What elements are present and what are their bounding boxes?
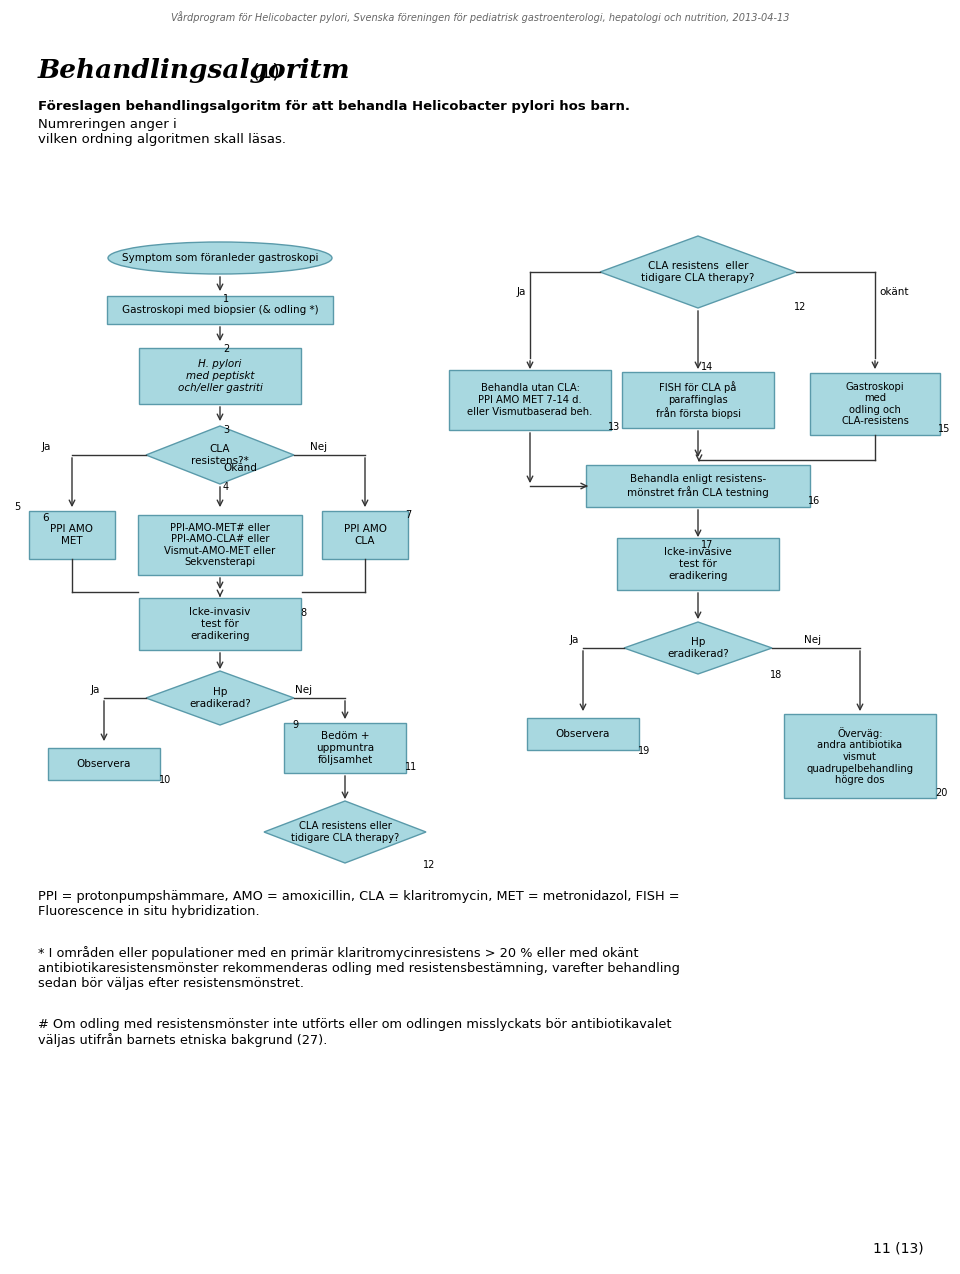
Text: Hp
eradikerad?: Hp eradikerad? — [667, 637, 729, 659]
Text: Överväg:
andra antibiotika
vismut
quadrupelbehandling
högre dos: Överväg: andra antibiotika vismut quadru… — [806, 727, 914, 785]
Text: Symptom som föranleder gastroskopi: Symptom som föranleder gastroskopi — [122, 254, 319, 262]
Text: Bedöm +
uppmuntra
följsamhet: Bedöm + uppmuntra följsamhet — [316, 731, 374, 764]
Text: * I områden eller populationer med en primär klaritromycinresistens > 20 % eller: * I områden eller populationer med en pr… — [38, 947, 680, 990]
Text: Ja: Ja — [516, 287, 526, 297]
Text: 12: 12 — [794, 302, 806, 312]
Polygon shape — [264, 801, 426, 862]
FancyBboxPatch shape — [138, 515, 302, 575]
Text: CLA
resistens?*: CLA resistens?* — [191, 445, 249, 466]
Text: 10: 10 — [159, 775, 171, 785]
Text: Hp
eradikerad?: Hp eradikerad? — [189, 687, 251, 708]
Text: 17: 17 — [701, 540, 713, 550]
FancyBboxPatch shape — [622, 372, 774, 428]
FancyBboxPatch shape — [449, 369, 611, 431]
Text: Nej: Nej — [804, 634, 821, 645]
Text: Observera: Observera — [556, 729, 611, 739]
FancyBboxPatch shape — [527, 719, 639, 750]
Polygon shape — [624, 622, 772, 674]
Text: Okänd: Okänd — [223, 462, 257, 473]
Text: 7: 7 — [405, 510, 411, 520]
FancyBboxPatch shape — [29, 511, 115, 559]
Text: PPI = protonpumpshämmare, AMO = amoxicillin, CLA = klaritromycin, MET = metronid: PPI = protonpumpshämmare, AMO = amoxicil… — [38, 891, 680, 919]
FancyBboxPatch shape — [284, 724, 406, 773]
Text: 15: 15 — [938, 424, 950, 434]
Text: 1: 1 — [223, 294, 229, 304]
FancyBboxPatch shape — [139, 598, 301, 650]
Text: Behandla enligt resistens-
mönstret från CLA testning: Behandla enligt resistens- mönstret från… — [627, 474, 769, 498]
Text: 18: 18 — [770, 670, 782, 680]
Text: 11: 11 — [405, 762, 418, 772]
Text: Icke-invasive
test för
eradikering: Icke-invasive test för eradikering — [664, 548, 732, 581]
Text: CLA resistens eller
tidigare CLA therapy?: CLA resistens eller tidigare CLA therapy… — [291, 822, 399, 843]
Text: 3: 3 — [223, 426, 229, 434]
Ellipse shape — [108, 242, 332, 274]
FancyBboxPatch shape — [139, 348, 301, 404]
Text: 20: 20 — [935, 789, 948, 798]
Text: 2: 2 — [223, 344, 229, 354]
Text: Numreringen anger i
vilken ordning algoritmen skall läsas.: Numreringen anger i vilken ordning algor… — [38, 118, 286, 147]
Text: Observera: Observera — [77, 759, 132, 769]
Text: PPI-AMO-MET# eller
PPI-AMO-CLA# eller
Vismut-AMO-MET eller
Sekvensterapi: PPI-AMO-MET# eller PPI-AMO-CLA# eller Vi… — [164, 522, 276, 567]
Text: FISH för CLA på
paraffinglas
från första biopsi: FISH för CLA på paraffinglas från första… — [656, 381, 740, 419]
Text: PPI AMO
CLA: PPI AMO CLA — [344, 524, 387, 545]
Text: 13: 13 — [608, 422, 620, 432]
Text: 12: 12 — [423, 860, 436, 870]
Text: Nej: Nej — [310, 442, 327, 452]
Text: 19: 19 — [638, 747, 650, 755]
Text: Ja: Ja — [569, 634, 579, 645]
Text: 14: 14 — [701, 362, 713, 372]
Text: Ja: Ja — [42, 442, 52, 452]
Text: Vårdprogram för Helicobacter pylori, Svenska föreningen för pediatrisk gastroent: Vårdprogram för Helicobacter pylori, Sve… — [171, 11, 789, 23]
Text: Icke-invasiv
test för
eradikering: Icke-invasiv test för eradikering — [189, 608, 251, 641]
FancyBboxPatch shape — [48, 748, 160, 780]
Text: Behandlingsalgoritm: Behandlingsalgoritm — [38, 59, 350, 83]
Polygon shape — [600, 236, 796, 308]
Polygon shape — [146, 426, 294, 484]
Text: Gastroskopi
med
odling och
CLA-resistens: Gastroskopi med odling och CLA-resistens — [841, 382, 909, 427]
Text: 4: 4 — [223, 482, 229, 492]
FancyBboxPatch shape — [784, 713, 936, 798]
Text: 6: 6 — [42, 513, 49, 524]
Text: 16: 16 — [808, 496, 820, 506]
Text: (1): (1) — [246, 62, 279, 82]
Text: 5: 5 — [14, 502, 20, 512]
FancyBboxPatch shape — [810, 373, 940, 434]
Text: CLA resistens  eller
tidigare CLA therapy?: CLA resistens eller tidigare CLA therapy… — [641, 261, 755, 283]
FancyBboxPatch shape — [617, 538, 779, 590]
FancyBboxPatch shape — [107, 296, 333, 324]
Text: Gastroskopi med biopsier (& odling *): Gastroskopi med biopsier (& odling *) — [122, 304, 319, 315]
Text: Ja: Ja — [90, 685, 100, 696]
Text: 8: 8 — [300, 608, 306, 618]
Text: okänt: okänt — [879, 287, 908, 297]
Text: 11 (13): 11 (13) — [874, 1242, 924, 1256]
Text: Behandla utan CLA:
PPI AMO MET 7-14 d.
eller Vismutbaserad beh.: Behandla utan CLA: PPI AMO MET 7-14 d. e… — [468, 383, 592, 417]
Text: 9: 9 — [292, 720, 299, 730]
Text: # Om odling med resistensmönster inte utförts eller om odlingen misslyckats bör : # Om odling med resistensmönster inte ut… — [38, 1018, 671, 1047]
Text: Föreslagen behandlingsalgoritm för att behandla Helicobacter pylori hos barn.: Föreslagen behandlingsalgoritm för att b… — [38, 99, 630, 113]
FancyBboxPatch shape — [586, 465, 810, 507]
Polygon shape — [146, 671, 294, 725]
Text: H. pylori
med peptiskt
och/eller gastriti: H. pylori med peptiskt och/eller gastrit… — [178, 359, 262, 392]
FancyBboxPatch shape — [322, 511, 408, 559]
Text: Nej: Nej — [295, 685, 312, 696]
Text: PPI AMO
MET: PPI AMO MET — [51, 524, 93, 545]
